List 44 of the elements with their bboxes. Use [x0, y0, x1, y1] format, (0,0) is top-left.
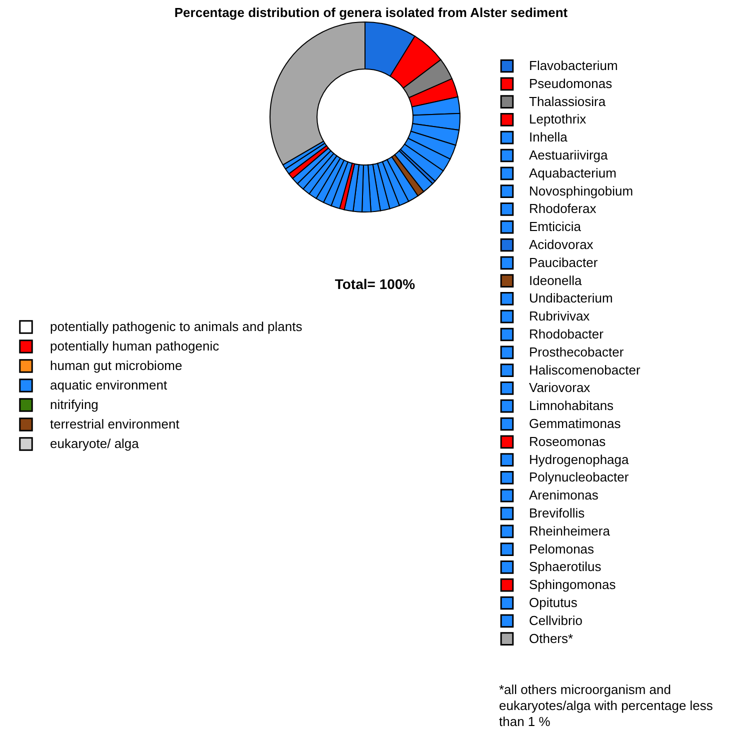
legend-label: Arenimonas — [529, 488, 599, 503]
category-label: potentially pathogenic to animals and plants — [50, 319, 303, 334]
legend-label: Brevifollis — [529, 506, 586, 520]
category-label: nitrifying — [50, 397, 98, 412]
legend-label: Leptothrix — [529, 112, 587, 127]
legend-label: Rhodobacter — [529, 326, 604, 342]
donut-slice — [394, 150, 434, 192]
legend-label: Gemmatimonas — [529, 416, 622, 431]
legend-label: Opitutus — [529, 595, 578, 610]
text: Total= 100% — [334, 276, 416, 292]
legend-label: Novosphingobium — [529, 183, 634, 198]
legend-label: Undibacterium — [529, 290, 613, 306]
chart-title: Percentage distribution of genera isolated from Alster sediment — [174, 5, 568, 20]
legend-label: Hydrogenophaga — [529, 452, 630, 467]
category-label: potentially human pathogenic — [50, 338, 220, 354]
legend-label: Rheinheimera — [529, 523, 611, 538]
legend-label: Prosthecobacter — [529, 344, 624, 360]
legend-label: Haliscomenobacter — [529, 362, 641, 378]
legend-label: Aestuariivirga — [529, 148, 609, 162]
category-label: aquatic environment — [50, 378, 168, 392]
category-label: eukaryote/ alga — [50, 436, 140, 451]
legend-label: Flavobacterium — [529, 58, 618, 73]
legend-label: Rubrivivax — [529, 308, 590, 324]
legend-label: Acidovorax — [529, 237, 594, 252]
legend-label: Rhodoferax — [529, 201, 597, 216]
legend-label: Roseomonas — [529, 434, 606, 449]
legend-label: Inhella — [529, 130, 568, 145]
legend-label: Variovorax — [529, 380, 591, 396]
legend-label: Pseudomonas — [529, 76, 613, 91]
legend-label: Ideonella — [529, 272, 583, 288]
legend-label: Emticicia — [529, 219, 582, 234]
legend-label: Thalassiosira — [529, 94, 606, 109]
category-label: human gut microbiome — [50, 358, 182, 373]
legend-label: Others* — [529, 630, 574, 646]
legend-label: Paucibacter — [529, 254, 598, 270]
legend-label: Pelomonas — [529, 541, 595, 556]
legend-label: Sphingomonas — [529, 577, 616, 592]
legend-label: Sphaerotilus — [529, 559, 602, 574]
legend-label: Limnohabitans — [529, 398, 614, 414]
category-label: terrestrial environment — [50, 416, 180, 432]
legend-label: Aquabacterium — [529, 165, 616, 180]
legend-label: Polynucleobacter — [529, 470, 630, 485]
text: *all others microorganism and eukaryotes/alga with percentage less than 1 % — [499, 682, 714, 729]
legend-label: Cellvibrio — [529, 612, 582, 628]
